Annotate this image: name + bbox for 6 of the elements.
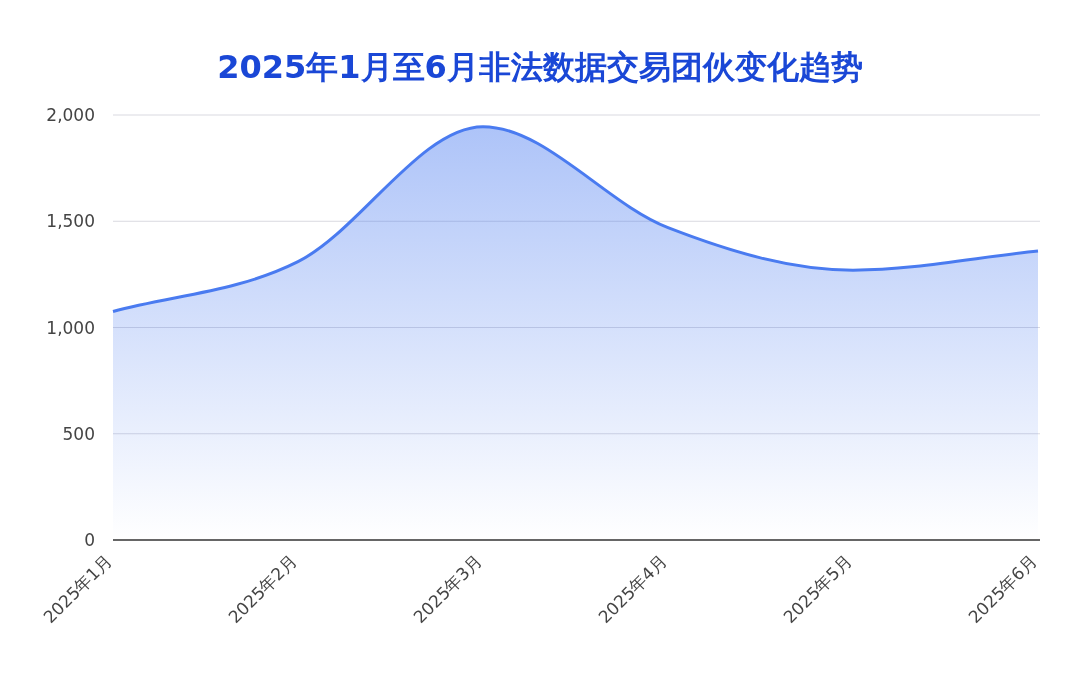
chart-title: 2025年1月至6月非法数据交易团伙变化趋势 (217, 48, 863, 86)
y-tick-label: 1,500 (46, 211, 95, 232)
y-tick-label: 1,000 (46, 317, 95, 338)
y-tick-label: 0 (84, 530, 95, 550)
y-tick-label: 500 (62, 423, 95, 444)
y-tick-label: 2,000 (46, 105, 95, 125)
